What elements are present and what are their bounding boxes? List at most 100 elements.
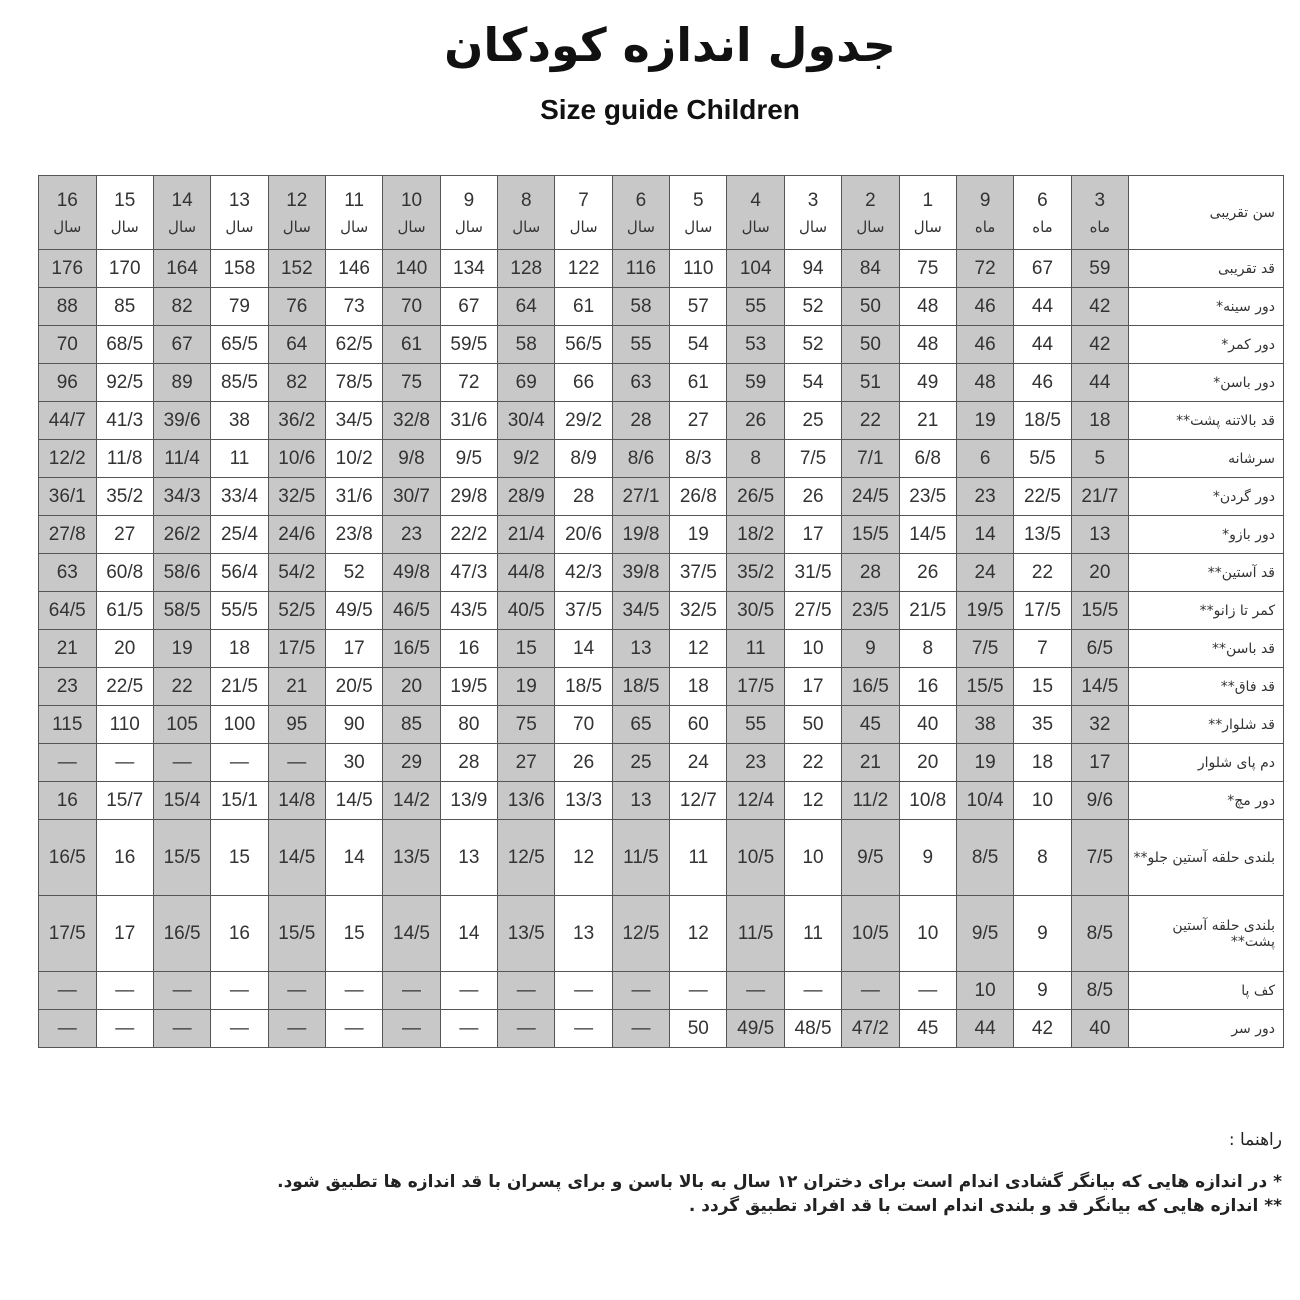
table-cell: 34/5 [611, 591, 671, 630]
table-cell: 12/5 [497, 819, 556, 896]
table-cell: 40/5 [497, 591, 556, 630]
table-cell: 25 [783, 401, 843, 440]
table-cell: 26 [726, 401, 785, 440]
age-number: 7 [578, 189, 589, 211]
table-cell: 21 [898, 401, 957, 440]
table-cell: 35/2 [726, 553, 785, 592]
table-cell: 32 [1070, 705, 1130, 744]
table-cell: 16/5 [152, 895, 212, 972]
age-number: 3 [807, 189, 819, 211]
table-cell: 9/5 [439, 439, 499, 478]
table-cell: 9 [1013, 895, 1072, 972]
table-cell: 11/5 [726, 895, 785, 972]
age-number: 9 [463, 189, 475, 211]
table-cell: 72 [955, 249, 1015, 288]
table-cell: 82 [267, 363, 326, 402]
table-cell: 14/8 [267, 781, 326, 820]
age-number: 3 [1094, 189, 1106, 211]
table-cell: — [95, 743, 154, 782]
table-cell: 61 [554, 287, 613, 326]
table-cell: 24 [669, 743, 728, 782]
table-cell: 22 [841, 401, 900, 440]
table-cell: 11/2 [841, 781, 900, 820]
notes-heading: راهنما : [1228, 1130, 1282, 1150]
table-cell: — [497, 1009, 556, 1048]
note-double-asterisk: ** اندازه هایی که بیانگر قد و بلندی اندا… [688, 1196, 1282, 1216]
table-cell: 56/4 [210, 553, 269, 592]
table-cell: 10/4 [955, 781, 1015, 820]
table-cell: 32/5 [669, 591, 728, 630]
table-cell: 58 [611, 287, 671, 326]
age-number: 12 [286, 189, 308, 211]
table-cell: 18 [210, 629, 269, 668]
table-cell: 45 [898, 1009, 957, 1048]
table-cell: 16 [210, 895, 269, 972]
row-label: قد بالاتنه پشت** [1128, 401, 1284, 440]
table-cell: 17/5 [267, 629, 326, 668]
age-header-cell: 6 ماه [1013, 175, 1072, 250]
table-cell: 44 [955, 1009, 1015, 1048]
table-row: قد بالاتنه پشت** 18 18/5 19 21 22 25 26 27 28 29/2… [38, 401, 1284, 440]
table-cell: 9/5 [841, 819, 900, 896]
age-header-cell: 6 سال [611, 175, 671, 250]
row-label: قد شلوار** [1128, 705, 1284, 744]
table-cell: 8/3 [669, 439, 728, 478]
table-cell: 42/3 [554, 553, 613, 592]
table-cell: 16/5 [841, 667, 900, 706]
table-cell: 29/8 [439, 477, 499, 516]
table-row: دور کمر* 42 44 46 48 50 52 53 54 55 56/5 58 59/5 61 62… [38, 325, 1284, 364]
table-cell: 13/5 [1013, 515, 1072, 554]
table-cell: 29/2 [554, 401, 613, 440]
age-unit: سال [626, 217, 655, 236]
table-cell: 63 [611, 363, 671, 402]
table-cell: 15 [210, 819, 269, 896]
table-cell: 18/5 [611, 667, 671, 706]
table-cell: 34/3 [152, 477, 212, 516]
table-cell: 44 [1070, 363, 1130, 402]
table-cell: 67 [439, 287, 499, 326]
row-label: دور مچ* [1128, 781, 1284, 820]
table-cell: 22/5 [1013, 477, 1072, 516]
header-label: سن تقریبی [1128, 175, 1284, 250]
table-cell: 17 [95, 895, 154, 972]
page-title: جدول اندازه کودکان [444, 18, 896, 72]
table-cell: 36/2 [267, 401, 326, 440]
table-cell: 14 [554, 629, 613, 668]
table-cell: 30/4 [497, 401, 556, 440]
table-cell: 15/5 [152, 819, 212, 896]
table-cell: 14/2 [382, 781, 441, 820]
table-cell: 75 [382, 363, 441, 402]
table-cell: 80 [439, 705, 499, 744]
table-cell: 9/2 [497, 439, 556, 478]
age-number: 16 [56, 189, 78, 211]
table-cell: 46 [955, 325, 1015, 364]
table-cell: 57 [669, 287, 728, 326]
table-cell: 27/8 [38, 515, 97, 554]
table-cell: 14/5 [267, 819, 326, 896]
table-cell: — [38, 743, 97, 782]
table-row: قد شلوار** 32 35 38 40 45 50 55 60 65 70 75 80 85 90 95… [38, 705, 1284, 744]
table-cell: 30/7 [382, 477, 441, 516]
table-cell: 19 [955, 401, 1015, 440]
age-unit: سال [454, 217, 483, 236]
table-cell: 55/5 [210, 591, 269, 630]
table-cell: 19/8 [611, 515, 671, 554]
age-header-cell: 8 سال [497, 175, 556, 250]
table-cell: 6/5 [1070, 629, 1130, 668]
age-number: 1 [922, 189, 934, 211]
table-cell: 46/5 [382, 591, 441, 630]
age-header-cell: 13 سال [210, 175, 269, 250]
table-cell: 49/5 [726, 1009, 785, 1048]
age-number: 13 [228, 189, 250, 211]
table-cell: 146 [324, 249, 384, 288]
table-cell: 20 [1070, 553, 1130, 592]
table-cell: 38 [210, 401, 269, 440]
table-cell: 6/8 [898, 439, 957, 478]
table-cell: 38 [955, 705, 1015, 744]
table-row: دور سینه* 42 44 46 48 50 52 55 57 58 61 64 67 70 73 76 7… [38, 287, 1284, 326]
table-cell: 104 [726, 249, 785, 288]
table-cell: 61 [669, 363, 728, 402]
row-label: قد آستین** [1128, 553, 1284, 592]
table-cell: 16 [898, 667, 957, 706]
table-cell: 48/5 [783, 1009, 843, 1048]
